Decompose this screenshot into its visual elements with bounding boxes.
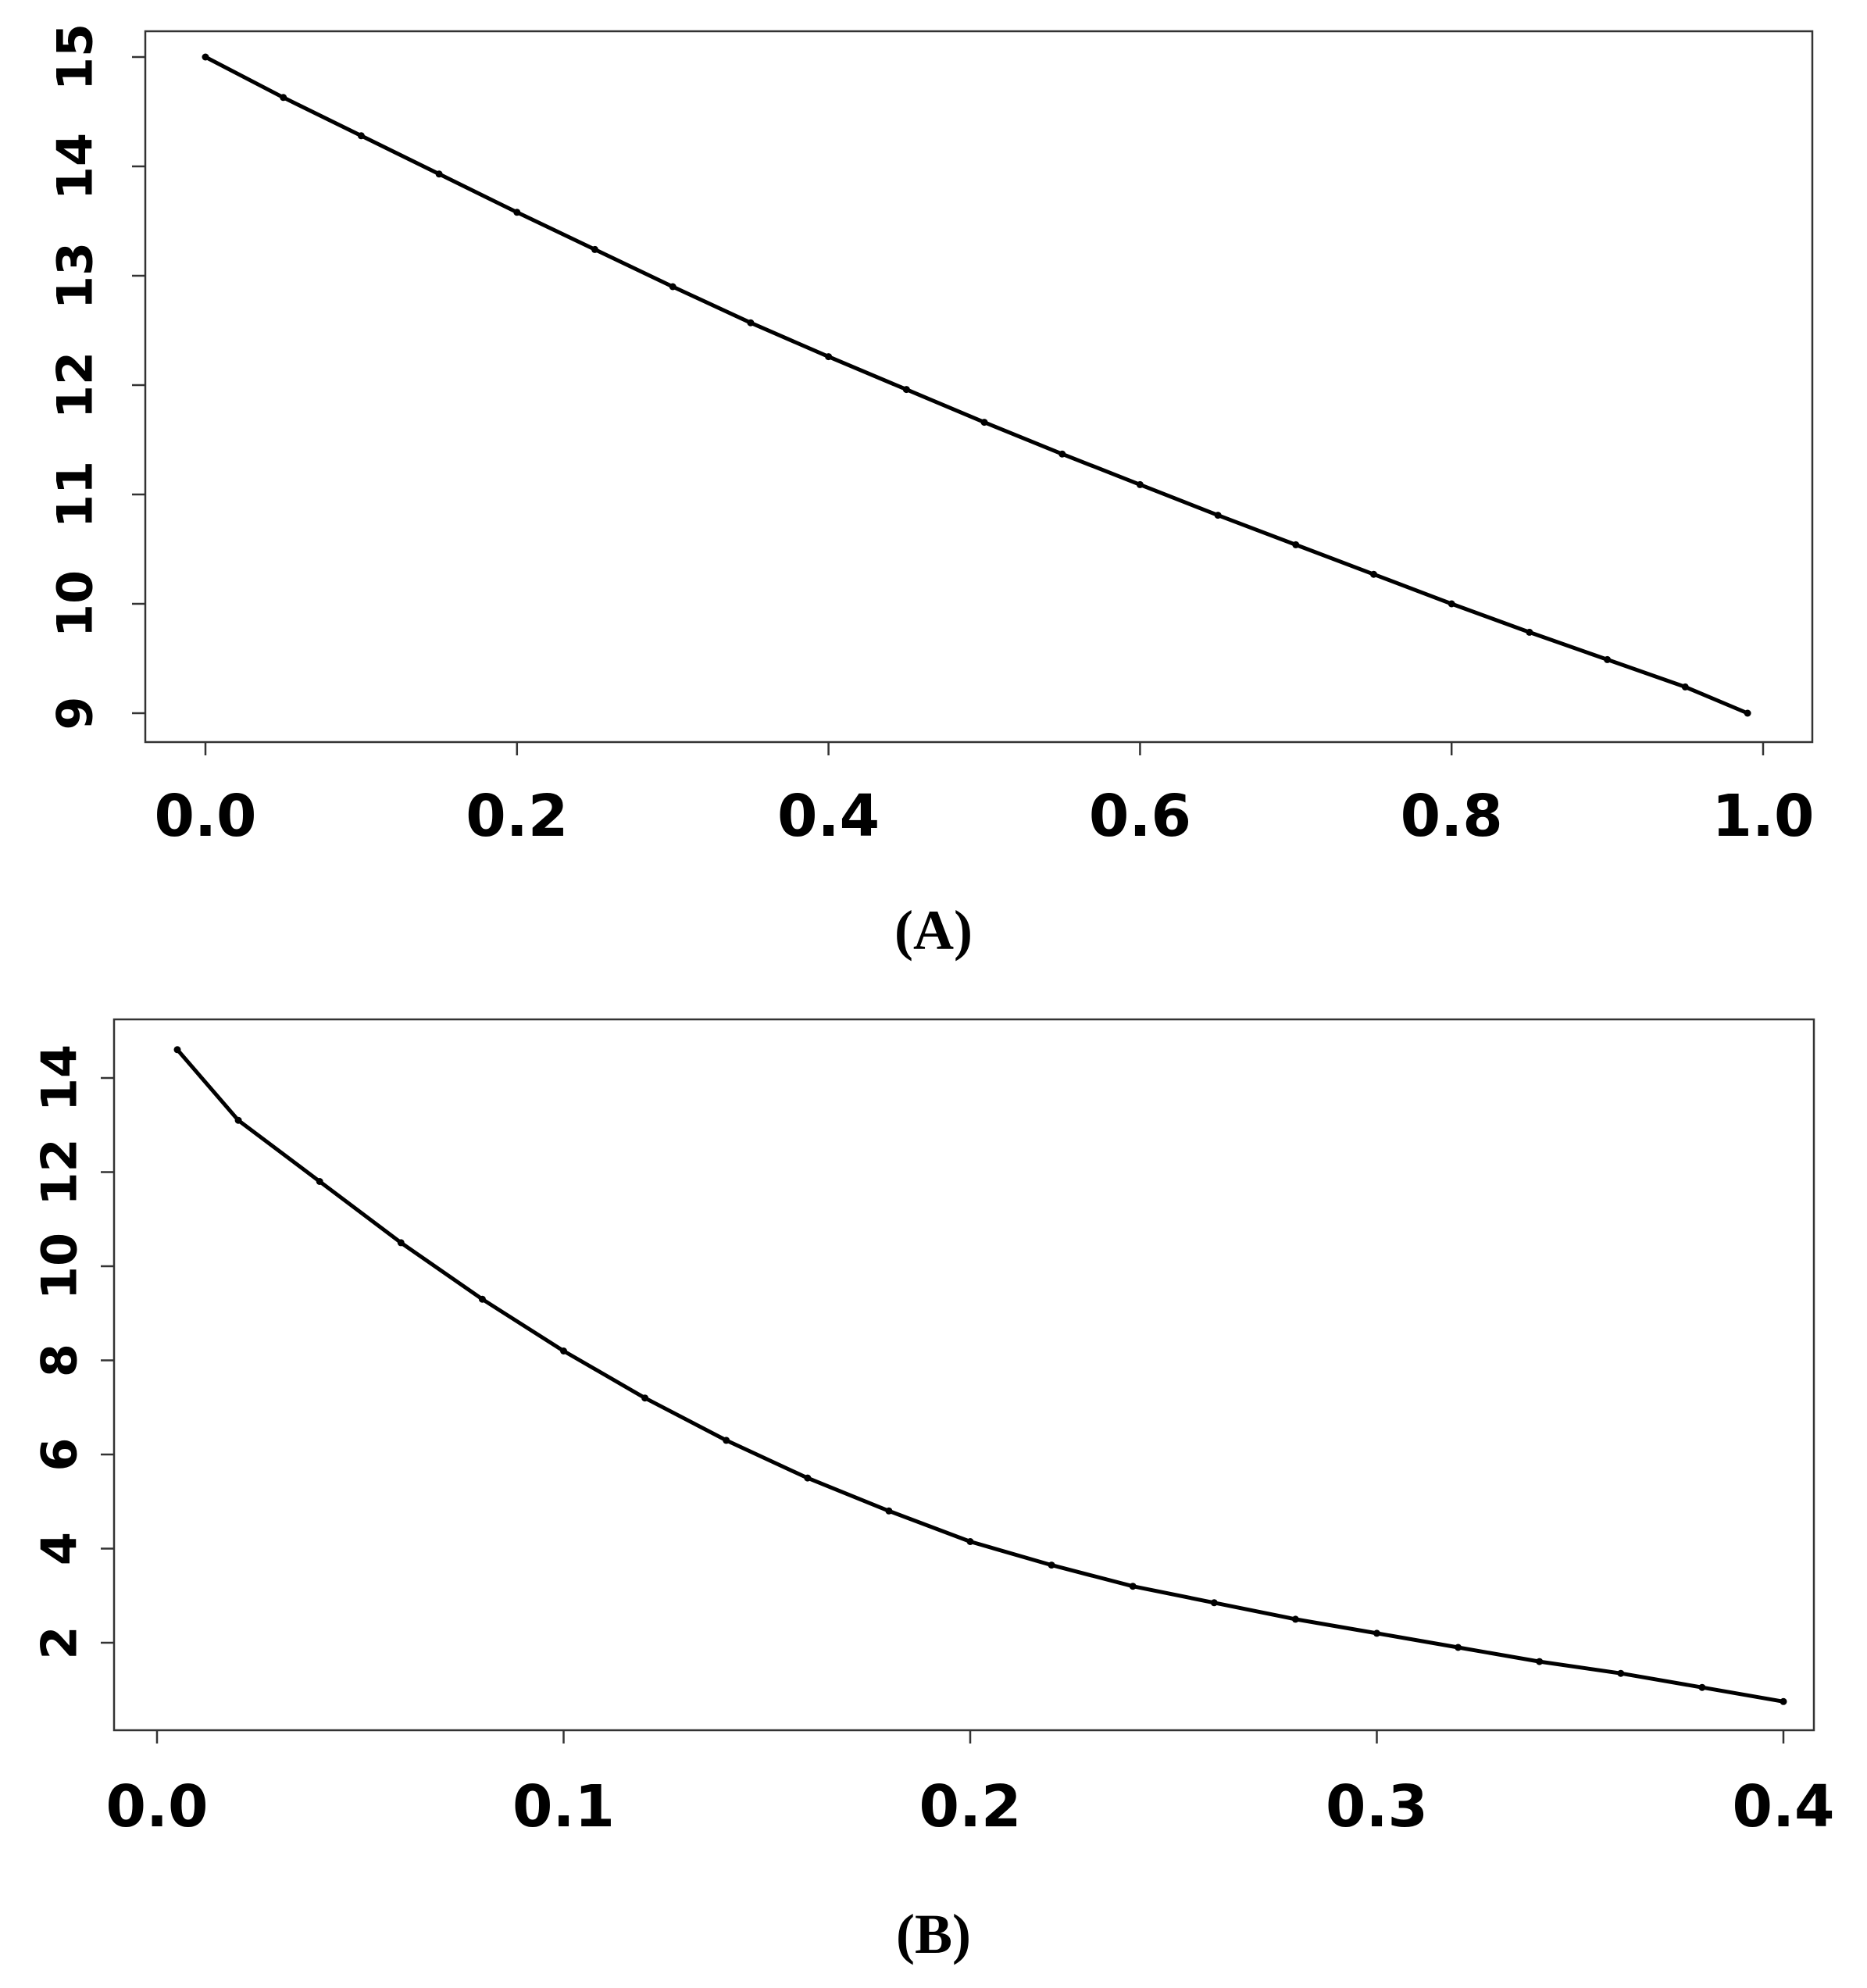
panel-a-data-point <box>202 53 209 61</box>
panel-b-data-point <box>885 1507 893 1515</box>
panel-b-data-point <box>966 1538 974 1545</box>
panel-a-chart: 0.0 0.2 0.4 0.6 0.8 1.0 9 10 11 12 13 14 15 (A) <box>47 23 1815 962</box>
panel-a-data-point <box>357 132 365 140</box>
panel-a-x-tick-label: 1.0 <box>1712 783 1814 850</box>
panel-a-y-tick-label: 9 <box>47 696 104 730</box>
panel-b-data-point <box>1455 1644 1462 1651</box>
panel-a-y-tick-label: 15 <box>47 23 104 91</box>
panel-a-data-point <box>1370 570 1377 578</box>
panel-b-data-point <box>560 1347 567 1354</box>
panel-a-data-point <box>980 419 988 427</box>
panel-b-data-point <box>1373 1629 1380 1637</box>
panel-b-data-point <box>397 1239 405 1247</box>
panel-a-series-line <box>203 55 1750 716</box>
panel-a-data-point <box>280 94 287 102</box>
panel-b-label: (B) <box>896 1903 971 1965</box>
panel-a-data-point <box>1526 628 1533 636</box>
panel-b-data-point <box>1780 1697 1787 1705</box>
panel-a-data-point <box>1136 480 1144 488</box>
panel-b-data-point <box>723 1437 730 1444</box>
panel-b-y-tick-label: 6 <box>31 1437 88 1471</box>
panel-b-y-tick-label: 14 <box>31 1044 88 1112</box>
panel-a-data-point <box>435 170 443 178</box>
panel-a-x-tick-label: 0.0 <box>154 783 256 850</box>
panel-b-data-point <box>234 1116 242 1124</box>
panel-b-data-point <box>1698 1683 1706 1691</box>
panel-b-y-tick-label: 12 <box>31 1138 88 1205</box>
panel-b-x-tick-label: 0.4 <box>1732 1773 1834 1840</box>
panel-a-data-point <box>747 319 755 327</box>
panel-b-chart: 0.0 0.1 0.2 0.3 0.4 2 4 6 8 10 12 14 (B) <box>31 1018 1835 1965</box>
panel-b-plot-frame <box>112 1018 1815 1732</box>
panel-a-data-point <box>1214 512 1222 519</box>
panel-a-data-point <box>1058 450 1066 458</box>
panel-a-data-point <box>825 353 833 361</box>
panel-a-y-tick-label: 12 <box>47 352 104 419</box>
panel-b-data-point <box>1536 1658 1544 1665</box>
panel-b-data-point <box>316 1178 323 1185</box>
panel-a-data-point <box>1744 709 1751 717</box>
panel-b-data-point <box>1617 1669 1625 1677</box>
panel-a-data-point <box>669 283 676 291</box>
panel-a-label: (A) <box>894 899 973 962</box>
panel-a-y-tick-label: 14 <box>47 133 104 200</box>
panel-a-x-tick-label: 0.4 <box>777 783 880 850</box>
panel-b-x-tick-label: 0.0 <box>105 1773 208 1840</box>
panel-b-data-point <box>1048 1561 1055 1569</box>
panel-a-x-tick-label: 0.6 <box>1089 783 1191 850</box>
panel-b-y-tick-label: 2 <box>31 1626 88 1659</box>
panel-a-data-point <box>513 209 521 216</box>
panel-a-y-tick-label: 11 <box>47 461 104 528</box>
panel-a-y-tick-label: 13 <box>47 242 104 309</box>
panel-a-y-tick-label: 10 <box>47 570 104 637</box>
panel-a-plot-frame <box>144 30 1814 744</box>
panel-a-data-point <box>1604 655 1612 663</box>
panel-b-data-point <box>804 1474 812 1482</box>
panel-b-y-tick-label: 8 <box>31 1344 88 1377</box>
panel-b-x-tick-label: 0.3 <box>1326 1773 1428 1840</box>
panel-b-y-tick-label: 4 <box>31 1532 88 1565</box>
panel-b-x-tick-label: 0.1 <box>512 1773 615 1840</box>
panel-b-data-point <box>641 1394 649 1402</box>
panel-b-y-tick-label: 10 <box>31 1233 88 1300</box>
panel-b-data-point <box>478 1295 486 1303</box>
panel-b-data-point <box>1291 1615 1299 1623</box>
panel-b-series-line <box>175 1048 1786 1704</box>
panel-a-data-point <box>902 386 910 394</box>
panel-b-x-tick-label: 0.2 <box>919 1773 1021 1840</box>
panel-a-data-point <box>1681 683 1689 691</box>
panel-a-data-point <box>591 245 598 253</box>
panel-b-data-point <box>173 1046 181 1054</box>
panel-a-x-tick-label: 0.8 <box>1401 783 1503 850</box>
panel-a-data-point <box>1292 541 1300 548</box>
panel-b-data-point <box>1129 1583 1137 1590</box>
panel-a-x-tick-label: 0.2 <box>466 783 568 850</box>
panel-b-data-point <box>1210 1599 1218 1607</box>
panel-a-data-point <box>1448 600 1455 608</box>
